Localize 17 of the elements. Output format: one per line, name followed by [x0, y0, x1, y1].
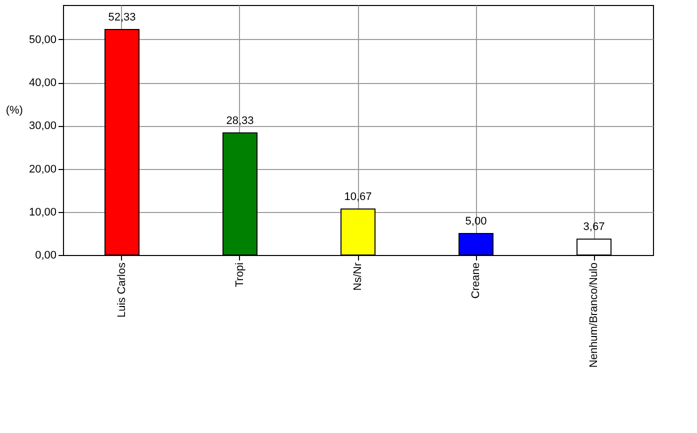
- x-tick-label: Ns/Nr: [352, 262, 364, 291]
- data-label: 5,00: [465, 215, 487, 228]
- y-tick-label: 50,00: [28, 34, 56, 46]
- x-tick-label: Tropi: [234, 262, 246, 288]
- y-tick-label: 10,00: [28, 206, 56, 218]
- y-tick-label: 20,00: [28, 163, 56, 176]
- x-tick-label: Luis Carlos: [116, 262, 128, 318]
- y-tick-label: 30,00: [28, 120, 56, 132]
- y-tick-label: 40,00: [28, 77, 56, 90]
- y-tick-label: 0,00: [35, 250, 56, 262]
- data-label: 52,33: [108, 11, 136, 24]
- x-tick-label: Nenhum/Branco/Nulo: [588, 262, 600, 368]
- data-label: 10,67: [344, 191, 372, 204]
- data-label: 28,33: [226, 114, 254, 127]
- x-tick-label: Creane: [470, 262, 482, 299]
- y-axis-title: (%): [6, 104, 23, 116]
- data-label: 3,67: [583, 221, 605, 234]
